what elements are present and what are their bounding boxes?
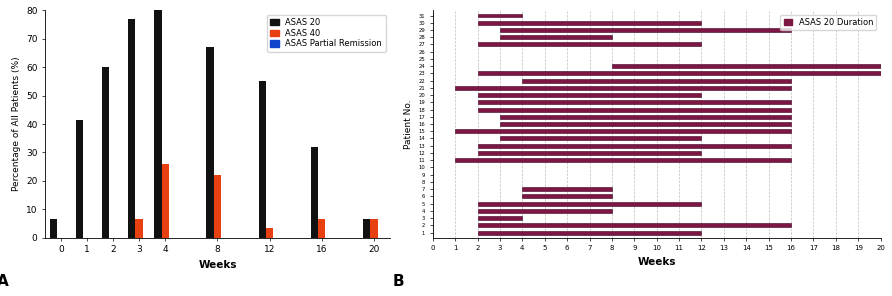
Legend: ASAS 20 Duration: ASAS 20 Duration — [780, 15, 877, 30]
Bar — [477, 93, 701, 97]
Bar — [128, 19, 136, 238]
Bar — [477, 231, 701, 234]
Bar — [455, 129, 791, 133]
Y-axis label: Patient No.: Patient No. — [404, 99, 413, 149]
Bar — [500, 122, 791, 126]
Bar — [500, 115, 791, 119]
Bar — [206, 47, 214, 238]
Bar — [477, 21, 701, 25]
Bar — [477, 151, 701, 155]
Bar — [500, 35, 612, 39]
Bar — [477, 209, 612, 213]
Bar — [455, 158, 791, 162]
Bar — [477, 71, 880, 75]
Bar — [76, 120, 83, 238]
Bar — [477, 107, 791, 112]
Text: A: A — [0, 274, 9, 289]
Bar — [266, 228, 273, 238]
Bar — [161, 164, 169, 238]
Bar — [214, 175, 221, 238]
Bar — [477, 223, 791, 227]
Bar — [102, 67, 110, 238]
Bar — [523, 79, 791, 83]
X-axis label: Weeks: Weeks — [638, 257, 676, 267]
Text: B: B — [392, 274, 404, 289]
Bar — [259, 81, 266, 238]
Bar — [136, 218, 143, 238]
Bar — [311, 147, 318, 238]
Bar — [477, 216, 523, 220]
Bar — [612, 64, 880, 68]
Bar — [318, 218, 326, 238]
Bar — [523, 187, 612, 191]
Bar — [370, 218, 377, 238]
Bar — [477, 202, 701, 206]
Y-axis label: Percentage of All Patients (%): Percentage of All Patients (%) — [12, 57, 21, 191]
Bar — [50, 218, 57, 238]
Bar — [154, 0, 161, 238]
Bar — [500, 136, 701, 141]
Bar — [477, 14, 523, 17]
Bar — [477, 42, 701, 46]
Bar — [523, 194, 612, 198]
Legend: ASAS 20, ASAS 40, ASAS Partial Remission: ASAS 20, ASAS 40, ASAS Partial Remission — [267, 15, 385, 52]
Bar — [477, 144, 791, 148]
X-axis label: Weeks: Weeks — [198, 260, 236, 270]
Bar — [363, 218, 370, 238]
Bar — [477, 100, 791, 104]
Bar — [500, 28, 791, 32]
Bar — [455, 86, 791, 90]
